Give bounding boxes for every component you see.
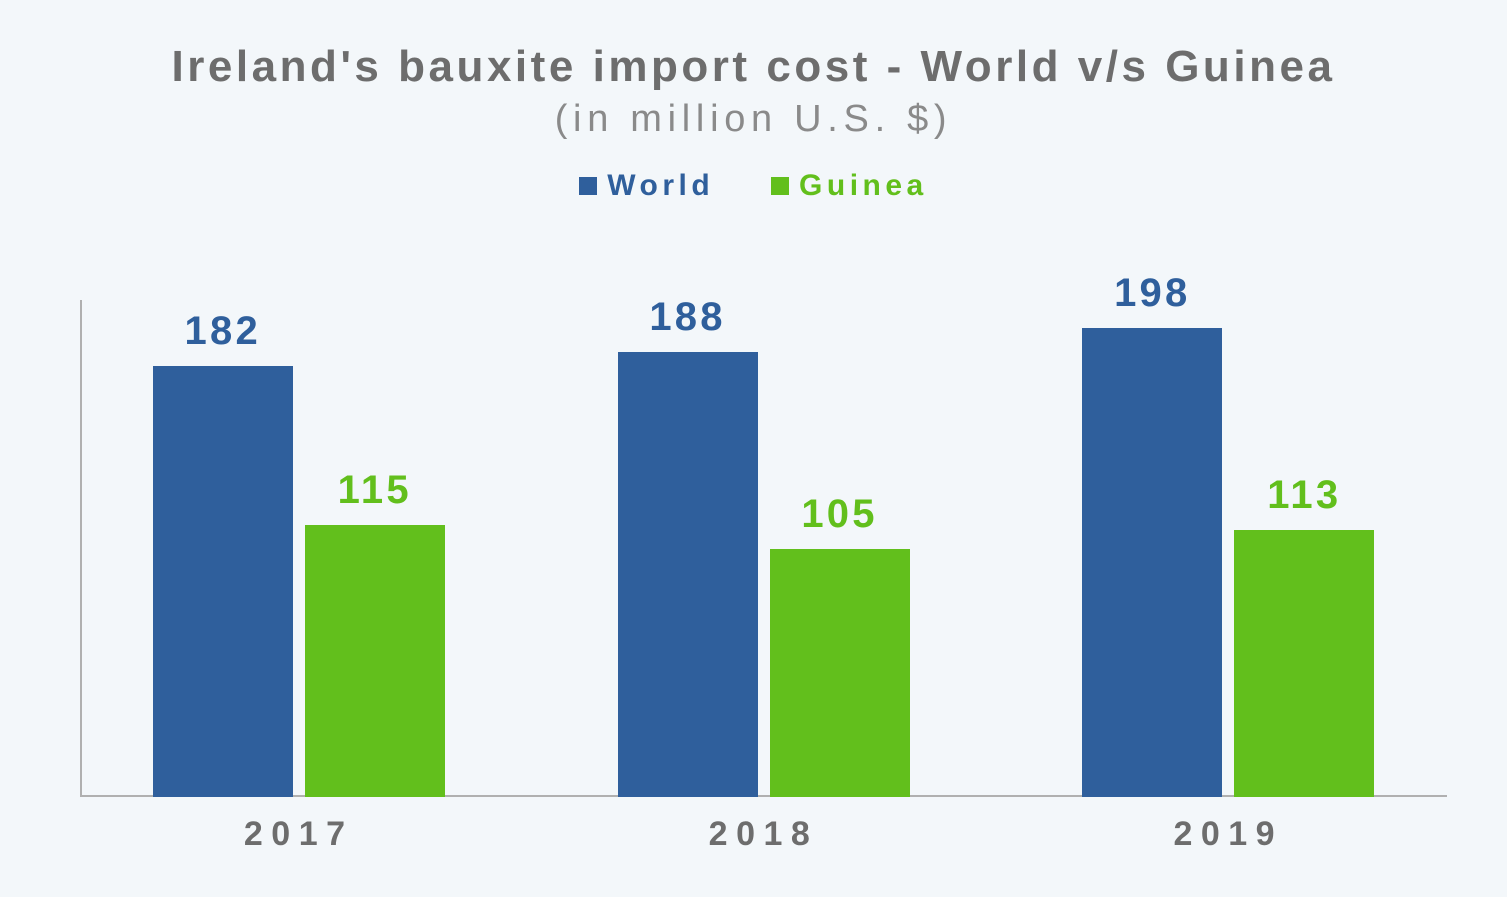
legend-label-guinea: Guinea [799, 169, 928, 203]
chart-canvas: Ireland's bauxite import cost - World v/… [0, 0, 1507, 897]
chart-subtitle: (in million U.S. $) [0, 98, 1507, 141]
title-block: Ireland's bauxite import cost - World v/… [0, 0, 1507, 141]
bar-value-label: 182 [123, 309, 323, 354]
bar-value-label: 113 [1204, 473, 1404, 518]
bar-value-label: 188 [588, 295, 788, 340]
bar-value-label: 198 [1052, 271, 1252, 316]
bar [1234, 530, 1374, 797]
y-axis-line [80, 300, 82, 797]
legend-swatch-guinea [771, 177, 789, 195]
bar-value-label: 115 [275, 468, 475, 513]
category-label: 2017 [149, 797, 449, 854]
legend-label-world: World [607, 169, 714, 203]
bar [305, 525, 445, 797]
bar [618, 352, 758, 797]
bar [153, 366, 293, 797]
legend-item-world: World [579, 169, 714, 203]
legend-swatch-world [579, 177, 597, 195]
plot-area: 201718211520181881052019198113 [80, 300, 1447, 797]
bar-value-label: 105 [740, 492, 940, 537]
bar [770, 549, 910, 798]
chart-title: Ireland's bauxite import cost - World v/… [0, 42, 1507, 92]
legend: World Guinea [0, 169, 1507, 203]
bar [1082, 328, 1222, 797]
legend-item-guinea: Guinea [771, 169, 928, 203]
category-label: 2018 [614, 797, 914, 854]
category-label: 2019 [1078, 797, 1378, 854]
